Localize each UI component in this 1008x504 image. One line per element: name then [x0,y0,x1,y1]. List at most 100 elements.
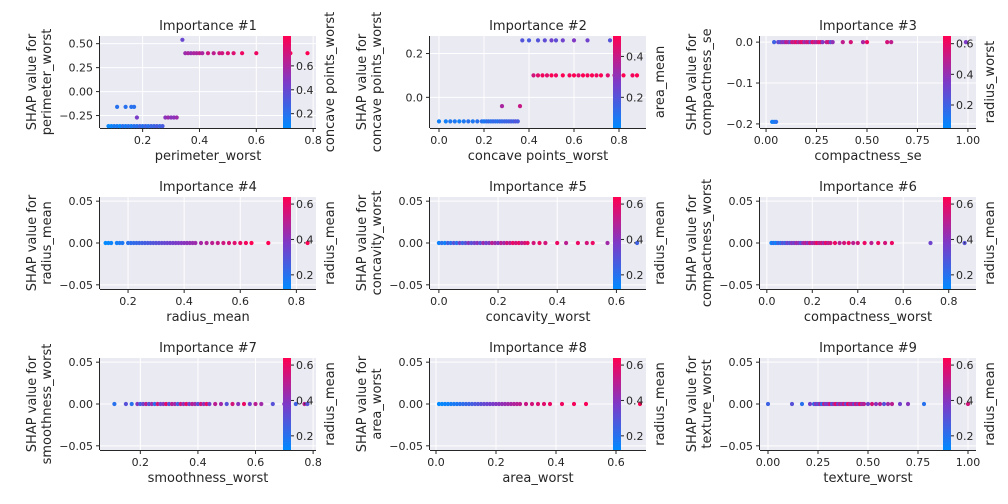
y-tick-label: 0.05 [69,356,94,369]
scatter-point [115,104,120,109]
scatter-point [445,401,451,407]
scatter-point [526,38,532,43]
scatter-point [249,240,254,246]
scatter-point [883,240,888,246]
scatter-point [560,38,565,43]
scatter-point [172,401,177,407]
scatter-point [166,115,171,120]
colorbar-tick-label: 0.4 [296,233,314,246]
x-tick-label: 0.25 [804,134,829,147]
chart-9: 0.00 0.25 0.50 0.75 1.00−0.050.000.05Importa… [685,341,998,486]
scatter-point [198,240,204,246]
scatter-point [141,401,146,407]
scatter-point [270,401,275,407]
scatter-point [832,240,838,246]
scatter-point [877,401,883,407]
scatter-point [487,401,493,407]
scatter-point [463,401,469,407]
x-tick-label: 0.2 [489,295,507,308]
scatter-point [457,119,462,124]
chart-title: Importance #6 [819,180,917,195]
colorbar-tick-label: 0.6 [626,198,644,211]
scatter-point [253,401,258,407]
scatter-point [439,240,444,246]
chart-title: Importance #4 [159,180,257,195]
y-axis-label-line: compactness_worst [700,179,715,307]
scatter-point [607,38,613,43]
scatter-point [205,51,211,56]
scatter-point [457,240,462,246]
y-axis-label-line: radius_mean [40,201,55,285]
y-tick-label: 0.05 [399,356,424,369]
colorbar-tick-label: 0.2 [296,108,314,121]
scatter-point [454,240,459,246]
x-axis-label: concavity_worst [486,310,591,325]
y-tick-label: 0.05 [69,195,94,208]
chart-3: 0.00 0.25 0.50 0.75 1.00 −0.2 −0.1 0.0 Importanc… [685,19,998,164]
scatter-point [305,51,310,56]
scatter-point [531,240,536,246]
scatter-point [921,401,927,407]
y-axis-label-line: compactness_se [700,28,715,135]
scatter-point [869,401,875,407]
scatter-point [772,40,777,45]
colorbar [283,36,291,128]
scatter-point [195,401,200,407]
scatter-point [963,40,969,45]
scatter-point [564,240,569,246]
colorbar [613,358,621,450]
scatter-point [180,37,185,42]
chart-title: Importance #2 [489,19,587,34]
scatter-point [478,240,483,246]
x-tick-label: 0.6 [232,295,250,308]
scatter-point [187,401,192,407]
colorbar-tick-label: 0.4 [626,394,644,407]
colorbar-tick-label: 0.6 [296,60,314,73]
scatter-point [637,401,643,407]
scatter-point [469,240,474,246]
y-axis-label: SHAP value forarea_worst [355,355,385,452]
colorbar-tick-label: 0.4 [626,50,644,63]
y-tick-label: −0.2 [726,118,753,131]
x-tick-label: 0.4 [548,295,566,308]
scatter-point [634,73,640,78]
scatter-point [213,401,218,407]
scatter-point [807,401,813,407]
scatter-point [181,401,186,407]
x-tick-label: 0.0 [758,295,776,308]
colorbar-tick-label: 0.2 [626,430,644,443]
scatter-point [240,51,245,56]
scatter-point [448,119,453,124]
scatter-point [193,240,198,246]
colorbar-label: radius_mean [653,201,668,285]
x-tick-label: 0.8 [288,295,306,308]
x-tick-label: 0.0 [430,295,448,308]
scatter-point [507,240,512,246]
x-tick-label: 0.0 [430,134,448,147]
scatter-point [576,73,581,78]
scatter-point [543,240,548,246]
y-tick-label: 0.0 [406,91,424,104]
scatter-point [461,119,466,124]
scatter-point [580,73,586,78]
scatter-point [525,240,530,246]
scatter-point [164,401,169,407]
x-tick-label: 0.2 [119,295,137,308]
scatter-point [598,73,604,78]
scatter-point [605,240,610,246]
scatter-point [549,73,554,78]
scatter-point [965,401,971,407]
scatter-point [889,40,894,45]
scatter-point [517,401,523,407]
scatter-point [442,240,447,246]
scatter-point [204,240,209,246]
scatter-point [198,401,203,407]
scatter-point [452,119,457,124]
x-tick-label: 0.8 [304,456,322,469]
scatter-point [889,401,895,407]
scatter-point [305,401,310,407]
scatter-point [475,240,480,246]
scatter-point [630,73,635,78]
scatter-point [436,401,442,407]
scatter-point [475,401,481,407]
